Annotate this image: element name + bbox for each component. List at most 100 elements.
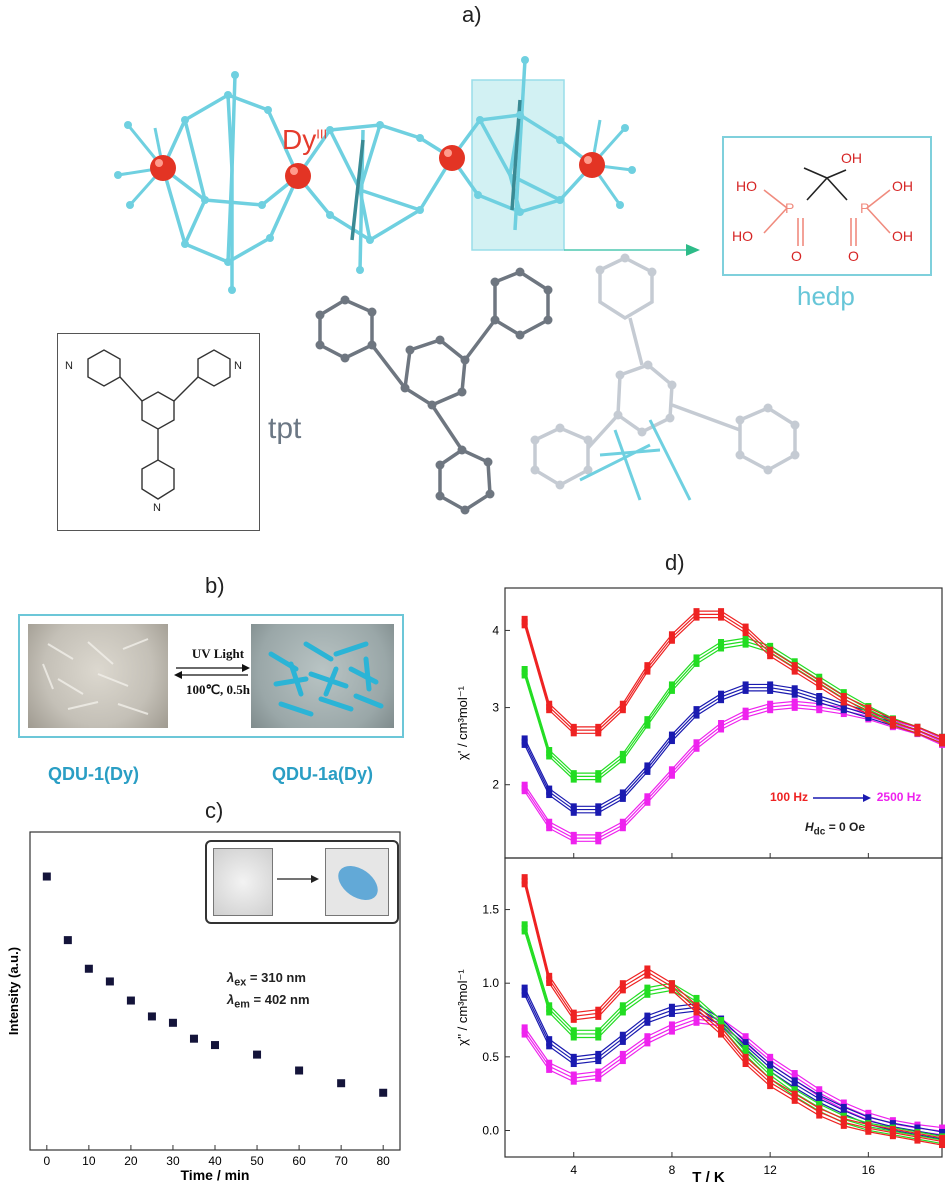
data-point-green bbox=[546, 1005, 553, 1012]
data-point-red bbox=[595, 730, 602, 737]
data-point-magenta bbox=[619, 825, 626, 832]
data-point-green bbox=[546, 1002, 553, 1009]
data-point-green bbox=[570, 776, 577, 783]
data-point-red bbox=[791, 662, 798, 669]
data-point-magenta bbox=[816, 703, 823, 710]
data-point-blue bbox=[619, 1035, 626, 1042]
data-point-magenta bbox=[595, 1075, 602, 1082]
data-point-red bbox=[791, 668, 798, 675]
series-line-green bbox=[524, 637, 943, 774]
data-point-blue bbox=[570, 1053, 577, 1060]
data-point-magenta bbox=[742, 710, 749, 717]
data-point-magenta bbox=[718, 723, 725, 730]
data-point-red bbox=[840, 1115, 847, 1122]
data-point bbox=[84, 964, 93, 973]
inset-before-photo bbox=[213, 848, 273, 916]
data-point-magenta bbox=[791, 1073, 798, 1080]
data-point-blue bbox=[570, 1061, 577, 1068]
data-point-magenta bbox=[570, 838, 577, 845]
data-point-green bbox=[816, 1100, 823, 1107]
data-point-blue bbox=[840, 1107, 847, 1114]
data-point-blue bbox=[619, 789, 626, 796]
data-point-magenta bbox=[742, 707, 749, 714]
data-point-magenta bbox=[570, 831, 577, 838]
series-line-red bbox=[524, 880, 943, 1143]
y-tick-label: 2 bbox=[492, 778, 499, 792]
data-point-magenta bbox=[816, 707, 823, 714]
x-tick-label: 80 bbox=[377, 1154, 391, 1168]
data-point-red bbox=[693, 608, 700, 615]
series-line-green bbox=[524, 644, 943, 781]
y-tick-label: 1.5 bbox=[482, 903, 499, 917]
data-point-magenta bbox=[791, 701, 798, 708]
data-point-green bbox=[767, 1072, 774, 1079]
framework-atoms bbox=[114, 56, 636, 294]
data-point-magenta bbox=[619, 1050, 626, 1057]
data-point-green bbox=[791, 1086, 798, 1093]
data-point-red bbox=[939, 1142, 945, 1149]
data-point-blue bbox=[521, 741, 528, 748]
data-point-blue bbox=[668, 1007, 675, 1014]
data-point-green bbox=[619, 754, 626, 761]
data-point-green bbox=[570, 773, 577, 780]
y-tick-label: 3 bbox=[492, 701, 499, 715]
data-point-blue bbox=[644, 762, 651, 769]
y-tick-label: 1.0 bbox=[482, 976, 499, 990]
data-point-red bbox=[767, 649, 774, 656]
uv-light-label: UV Light bbox=[191, 646, 245, 661]
data-point-red bbox=[595, 727, 602, 734]
data-point-red bbox=[718, 1031, 725, 1038]
data-point-magenta bbox=[767, 700, 774, 707]
chi-double-prime-y-axis-title: χ'' / cm³mol⁻¹ bbox=[455, 969, 470, 1046]
inset-photo-box bbox=[205, 840, 399, 924]
data-point-green bbox=[693, 998, 700, 1005]
data-point bbox=[295, 1066, 304, 1075]
data-point-red bbox=[668, 637, 675, 644]
data-point-green bbox=[644, 719, 651, 726]
data-point-red bbox=[939, 1138, 945, 1145]
data-point-green bbox=[546, 750, 553, 757]
data-point-green bbox=[718, 639, 725, 645]
data-point-magenta bbox=[767, 703, 774, 710]
data-point-red bbox=[521, 877, 528, 884]
data-point bbox=[189, 1034, 198, 1043]
data-point-magenta bbox=[668, 769, 675, 776]
data-point-red bbox=[865, 704, 872, 711]
data-point-blue bbox=[644, 765, 651, 772]
data-point-magenta bbox=[840, 1099, 847, 1106]
data-point-red bbox=[718, 608, 725, 615]
data-point-red bbox=[521, 881, 528, 888]
lambda-em-label: λem = 402 nm bbox=[227, 992, 310, 1011]
data-point-blue bbox=[668, 738, 675, 745]
data-point-blue bbox=[914, 1124, 921, 1131]
data-point-magenta bbox=[546, 1063, 553, 1070]
data-point-green bbox=[693, 660, 700, 667]
data-point-red bbox=[619, 980, 626, 987]
series-line-magenta bbox=[524, 1014, 943, 1129]
data-point-red bbox=[546, 976, 553, 983]
data-point-red bbox=[619, 983, 626, 990]
data-point-green bbox=[595, 776, 602, 783]
data-point-blue bbox=[791, 688, 798, 695]
data-point-blue bbox=[570, 1057, 577, 1064]
data-point-red bbox=[595, 1013, 602, 1020]
qdu-1a-crystal-photo bbox=[251, 624, 394, 728]
data-point-red bbox=[791, 1094, 798, 1101]
data-point-red bbox=[570, 1016, 577, 1023]
data-point-red bbox=[668, 980, 675, 987]
photochromism-photo-box: UV Light 100℃, 0.5h bbox=[18, 614, 404, 738]
data-point-magenta bbox=[595, 835, 602, 842]
series-line-magenta bbox=[524, 1022, 943, 1136]
data-point-red bbox=[840, 699, 847, 706]
data-point-green bbox=[742, 641, 749, 648]
data-point-red bbox=[914, 730, 921, 737]
chi-prime-y-axis-title: χ' / cm³mol⁻¹ bbox=[455, 685, 470, 760]
data-point-blue bbox=[644, 1012, 651, 1019]
data-point-red bbox=[546, 703, 553, 710]
series-line-magenta bbox=[524, 1018, 943, 1132]
data-point-blue bbox=[619, 792, 626, 799]
data-point bbox=[147, 1012, 156, 1021]
data-point-green bbox=[521, 921, 528, 928]
data-point-red bbox=[816, 684, 823, 691]
data-point-magenta bbox=[521, 781, 528, 788]
